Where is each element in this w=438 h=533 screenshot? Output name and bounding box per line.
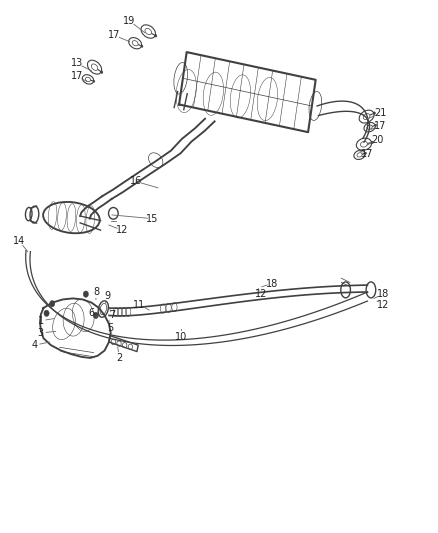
Text: 18: 18 — [377, 289, 389, 299]
Circle shape — [155, 35, 157, 37]
Text: 18: 18 — [266, 279, 279, 288]
Text: 11: 11 — [134, 300, 146, 310]
Text: 2: 2 — [117, 353, 123, 363]
Text: 12: 12 — [255, 289, 267, 299]
Circle shape — [93, 80, 95, 82]
Text: 12: 12 — [116, 225, 128, 236]
Text: 10: 10 — [174, 332, 187, 342]
Text: 15: 15 — [146, 214, 159, 224]
Text: 21: 21 — [374, 108, 387, 118]
Circle shape — [371, 141, 373, 144]
Text: 9: 9 — [105, 290, 111, 301]
Text: 6: 6 — [88, 308, 95, 318]
Text: 8: 8 — [94, 287, 100, 297]
Circle shape — [49, 301, 55, 307]
Text: 17: 17 — [361, 149, 374, 159]
Text: 14: 14 — [13, 236, 25, 246]
Text: 19: 19 — [124, 16, 136, 26]
Text: 13: 13 — [71, 59, 83, 68]
Text: 16: 16 — [130, 176, 142, 187]
Text: 1: 1 — [38, 316, 44, 326]
Circle shape — [101, 71, 103, 74]
Circle shape — [93, 312, 99, 319]
Text: 12: 12 — [377, 300, 389, 310]
Circle shape — [44, 310, 49, 317]
Text: 20: 20 — [371, 135, 383, 145]
Circle shape — [374, 112, 375, 115]
Text: 3: 3 — [38, 328, 44, 338]
Text: 4: 4 — [32, 340, 38, 350]
Circle shape — [141, 45, 143, 47]
Circle shape — [83, 291, 88, 297]
Text: 17: 17 — [108, 30, 120, 41]
Text: 7: 7 — [109, 310, 115, 320]
Text: 5: 5 — [108, 322, 114, 333]
Text: 17: 17 — [374, 120, 387, 131]
Text: 17: 17 — [71, 71, 83, 81]
Circle shape — [375, 124, 377, 126]
Circle shape — [365, 152, 367, 154]
